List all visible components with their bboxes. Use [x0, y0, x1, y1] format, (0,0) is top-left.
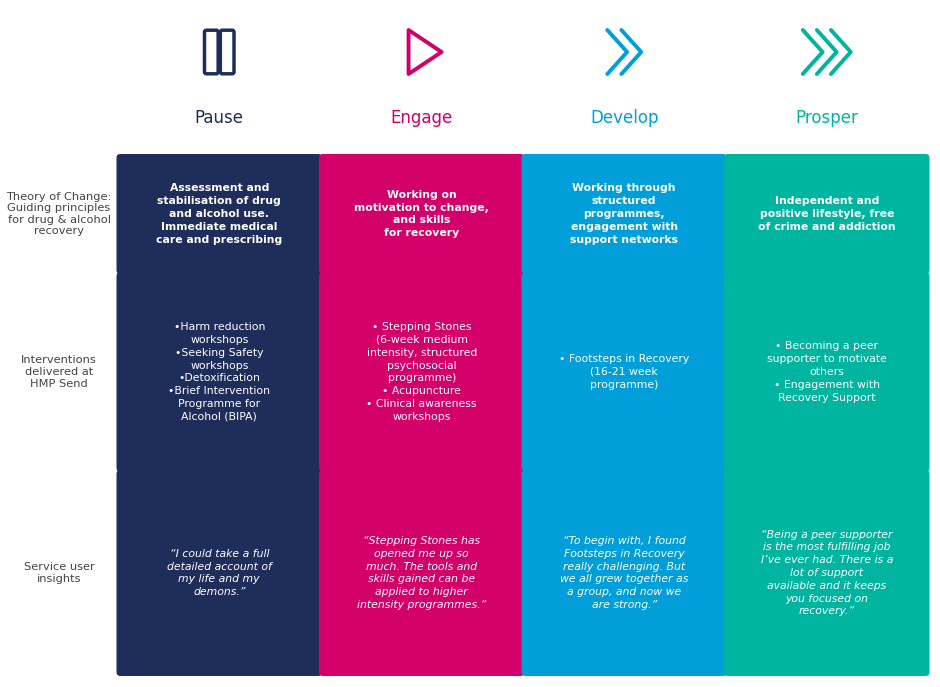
FancyBboxPatch shape — [319, 470, 525, 676]
Text: Working on
motivation to change,
and skills
for recovery: Working on motivation to change, and ski… — [354, 190, 489, 238]
Text: Assessment and
stabilisation of drug
and alcohol use.
Immediate medical
care and: Assessment and stabilisation of drug and… — [156, 183, 282, 245]
Text: Prosper: Prosper — [795, 109, 858, 127]
FancyBboxPatch shape — [724, 154, 930, 274]
FancyBboxPatch shape — [319, 272, 525, 472]
Text: Engage: Engage — [391, 109, 453, 127]
Text: “To begin with, I found
Footsteps in Recovery
really challenging. But
we all gre: “To begin with, I found Footsteps in Rec… — [560, 536, 688, 610]
Text: Independent and
positive lifestyle, free
of crime and addiction: Independent and positive lifestyle, free… — [758, 196, 896, 232]
FancyBboxPatch shape — [319, 154, 525, 274]
FancyBboxPatch shape — [117, 154, 322, 274]
Text: Develop: Develop — [590, 109, 659, 127]
FancyBboxPatch shape — [117, 272, 322, 472]
Text: Interventions
delivered at
HMP Send: Interventions delivered at HMP Send — [21, 355, 97, 389]
Text: Service user
insights: Service user insights — [24, 562, 94, 584]
Text: Theory of Change:
Guiding principles
for drug & alcohol
recovery: Theory of Change: Guiding principles for… — [7, 192, 112, 236]
Text: “Stepping Stones has
opened me up so
much. The tools and
skills gained can be
ap: “Stepping Stones has opened me up so muc… — [357, 536, 486, 610]
Text: •Harm reduction
workshops
•Seeking Safety
workshops
•Detoxification
•Brief Inter: •Harm reduction workshops •Seeking Safet… — [168, 322, 271, 422]
FancyBboxPatch shape — [724, 272, 930, 472]
Text: Pause: Pause — [195, 109, 243, 127]
Text: • Becoming a peer
supporter to motivate
others
• Engagement with
Recovery Suppor: • Becoming a peer supporter to motivate … — [767, 341, 886, 403]
FancyBboxPatch shape — [522, 470, 727, 676]
FancyBboxPatch shape — [724, 470, 930, 676]
FancyBboxPatch shape — [522, 272, 727, 472]
FancyBboxPatch shape — [522, 154, 727, 274]
Text: • Stepping Stones
(6-week medium
intensity, structured
psychosocial
programme)
•: • Stepping Stones (6-week medium intensi… — [367, 322, 477, 422]
Text: “I could take a full
detailed account of
my life and my
demons.”: “I could take a full detailed account of… — [166, 549, 272, 597]
Text: “Being a peer supporter
is the most fulfilling job
I’ve ever had. There is a
lot: “Being a peer supporter is the most fulf… — [760, 530, 893, 616]
Text: Working through
structured
programmes,
engagement with
support networks: Working through structured programmes, e… — [571, 183, 679, 245]
FancyBboxPatch shape — [117, 470, 322, 676]
Text: • Footsteps in Recovery
(16-21 week
programme): • Footsteps in Recovery (16-21 week prog… — [559, 354, 689, 390]
